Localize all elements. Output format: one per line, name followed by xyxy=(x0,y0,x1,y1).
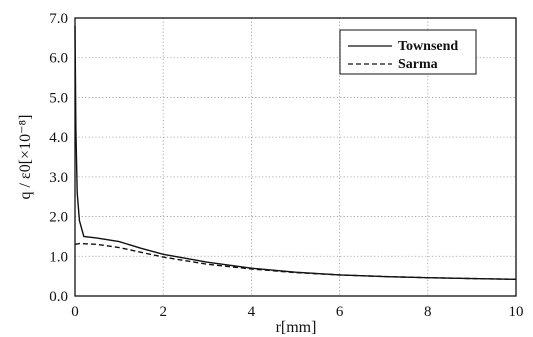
y-tick-label: 0.0 xyxy=(49,289,68,305)
legend: Townsend Sarma xyxy=(339,29,477,75)
legend-label-sarma: Sarma xyxy=(398,57,438,72)
y-tick-label: 1.0 xyxy=(49,249,68,265)
x-tick-label: 6 xyxy=(336,304,344,320)
legend-label-townsend: Townsend xyxy=(398,39,458,54)
x-tick-label: 10 xyxy=(509,304,524,320)
y-tick-label: 5.0 xyxy=(49,90,68,106)
tick-labels: 0 2 4 6 8 10 0.0 1.0 2.0 3.0 4.0 5.0 6.0 7.0 xyxy=(49,11,523,320)
x-tick-label: 8 xyxy=(424,304,432,320)
plot-frame xyxy=(74,17,517,297)
x-tick-label: 4 xyxy=(248,304,256,320)
series-line-sarma xyxy=(74,242,517,281)
x-tick-label: 2 xyxy=(159,304,167,320)
x-axis-label: r[mm] xyxy=(276,319,317,336)
series-line-townsend xyxy=(74,25,517,281)
y-tick-label: 6.0 xyxy=(49,51,68,67)
y-axis-label: q / ε0[×10⁻⁸] xyxy=(17,115,34,200)
y-tick-label: 2.0 xyxy=(49,210,68,226)
y-tick-label: 4.0 xyxy=(49,130,68,146)
legend-box xyxy=(339,29,477,75)
y-tick-label: 3.0 xyxy=(49,170,68,186)
y-tick-label: 7.0 xyxy=(49,11,68,27)
x-tick-label: 0 xyxy=(71,304,79,320)
series-layer xyxy=(74,25,517,281)
